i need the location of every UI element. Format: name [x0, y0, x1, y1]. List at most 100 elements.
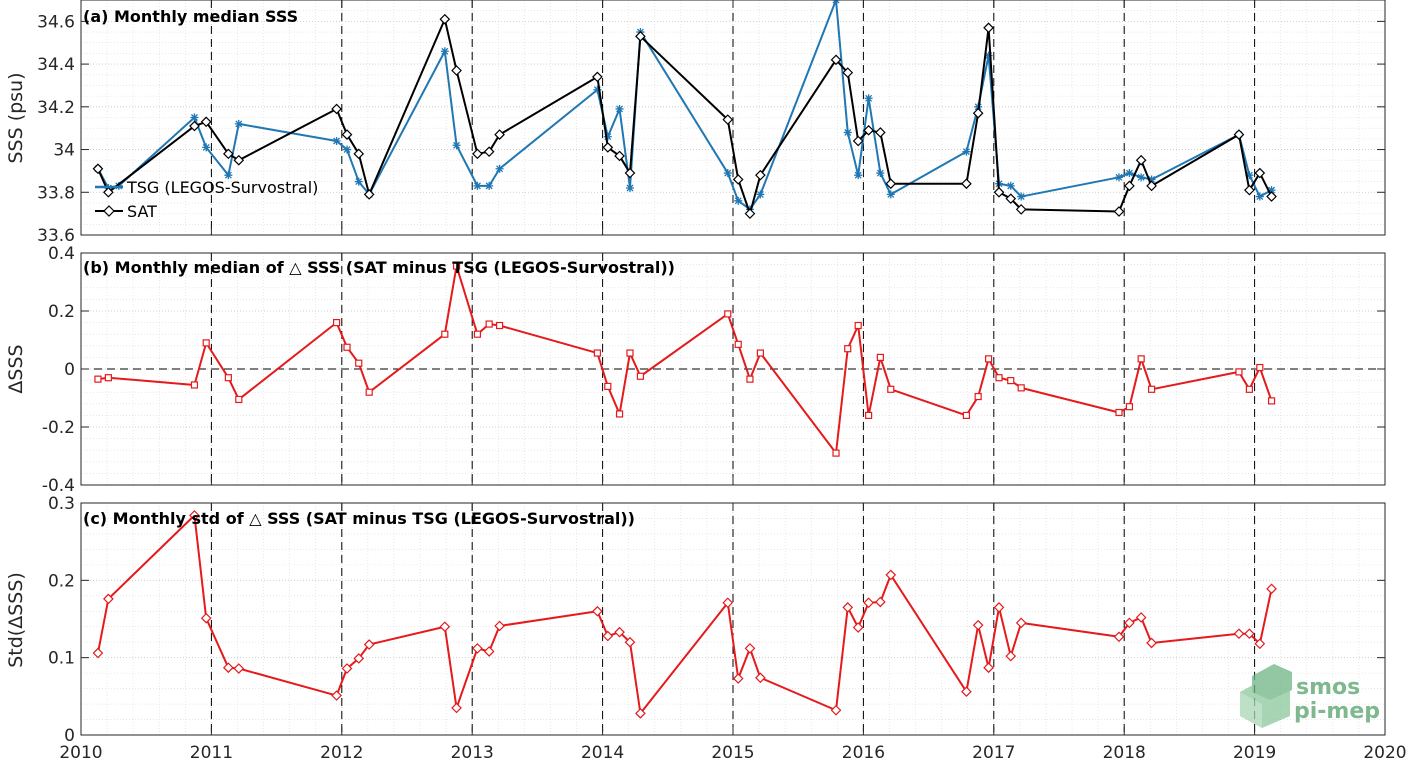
y-tick-label: 34.2: [37, 98, 75, 118]
data-point: [1113, 206, 1125, 217]
data-point: [746, 375, 754, 383]
data-point: [355, 359, 363, 367]
data-point: [1125, 169, 1134, 178]
panel-b-ticks: -0.4 -0.2 0 0.2 0.4: [42, 244, 1386, 496]
data-point: [1005, 650, 1017, 662]
data-point: [993, 186, 1005, 198]
x-tick-label: 2010: [59, 743, 102, 763]
data-point: [483, 146, 495, 158]
data-point: [473, 181, 482, 190]
legend: TSG (LEGOS-Survostral) SAT: [95, 178, 318, 221]
data-point: [995, 374, 1003, 382]
data-point: [1146, 180, 1157, 192]
legend-label-tsg: TSG (LEGOS-Survostral): [126, 178, 318, 197]
y-tick-label: 0.1: [48, 649, 75, 669]
data-point: [472, 643, 483, 654]
data-point: [755, 672, 766, 684]
data-point: [984, 355, 993, 363]
x-tick-label: 2020: [1363, 743, 1406, 763]
y-tick-label: -0.2: [42, 418, 75, 438]
data-point: [961, 178, 972, 190]
data-point: [722, 597, 734, 609]
data-point: [202, 339, 210, 347]
data-point: [233, 663, 245, 674]
data-point: [1137, 355, 1145, 363]
data-point: [624, 636, 636, 648]
data-point: [756, 190, 765, 199]
data-point: [341, 663, 353, 674]
panel-a: 33.6 33.8 34 34.2 34.4 34.6 (a) Monthly media…: [5, 0, 1386, 246]
data-point: [983, 22, 994, 34]
data-point: [842, 602, 854, 613]
x-tick-label: 2018: [1103, 743, 1146, 763]
data-point: [1115, 408, 1123, 417]
panel-a-marks: [92, 0, 1277, 219]
data-point: [636, 372, 645, 380]
data-point: [1125, 403, 1134, 411]
data-point: [1135, 612, 1147, 623]
data-point: [1267, 397, 1276, 405]
data-point: [439, 621, 451, 633]
data-point: [1266, 583, 1277, 595]
data-point: [864, 94, 873, 103]
data-point: [744, 208, 756, 219]
data-point: [189, 120, 200, 132]
y-tick-label: 34.4: [37, 55, 75, 75]
data-point: [104, 374, 112, 382]
data-point: [602, 142, 614, 153]
panel-a-ylabel: SSS (psu): [5, 72, 27, 163]
data-point: [94, 375, 102, 383]
y-tick-label: 34.6: [37, 12, 75, 32]
x-tick-label: 2014: [581, 743, 624, 763]
data-point: [190, 381, 199, 389]
data-point: [223, 148, 234, 160]
data-point: [1147, 385, 1156, 393]
data-point: [843, 128, 852, 137]
data-point: [452, 141, 461, 150]
panel-a-ticks: 33.6 33.8 34 34.2 34.4 34.6: [37, 0, 1386, 246]
data-point: [1147, 175, 1156, 184]
data-point: [962, 411, 971, 419]
data-point: [863, 124, 874, 136]
data-point: [483, 646, 495, 657]
data-point: [1135, 154, 1147, 166]
data-point: [365, 388, 373, 396]
data-point: [190, 113, 199, 122]
data-point: [452, 262, 461, 270]
data-point: [1244, 628, 1255, 640]
data-point: [233, 154, 245, 166]
data-point: [972, 619, 984, 631]
data-point: [854, 171, 863, 180]
data-point: [887, 385, 895, 393]
data-point: [614, 150, 625, 162]
data-point: [1255, 192, 1264, 201]
x-tick-label: 2019: [1233, 743, 1276, 763]
panel-b: -0.4 -0.2 0 0.2 0.4 (b) Monthly median of △ …: [5, 244, 1386, 496]
logo-text-pimep: pi-mep: [1294, 699, 1380, 724]
data-point: [844, 345, 852, 353]
data-point: [734, 340, 742, 348]
data-point: [614, 626, 625, 638]
data-point: [961, 686, 972, 698]
data-point: [756, 349, 764, 357]
legend-marker-sat: [103, 205, 115, 217]
data-point: [1244, 184, 1255, 196]
data-point: [1114, 173, 1123, 182]
data-point: [615, 104, 624, 113]
data-point: [592, 605, 603, 617]
data-point: [1233, 628, 1245, 640]
y-tick-label: 33.8: [37, 183, 75, 203]
panel-b-ylabel: ΔSSS: [5, 344, 27, 393]
data-point: [331, 690, 342, 701]
data-point: [235, 395, 243, 404]
data-point: [863, 597, 874, 609]
x-tick-label: 2016: [842, 743, 885, 763]
y-tick-label: 0.2: [48, 302, 75, 322]
data-point: [832, 449, 840, 457]
data-point: [332, 319, 341, 327]
x-tick-label: 2012: [320, 743, 363, 763]
data-point: [1146, 637, 1157, 649]
data-point: [1005, 193, 1017, 205]
data-point: [451, 65, 462, 76]
